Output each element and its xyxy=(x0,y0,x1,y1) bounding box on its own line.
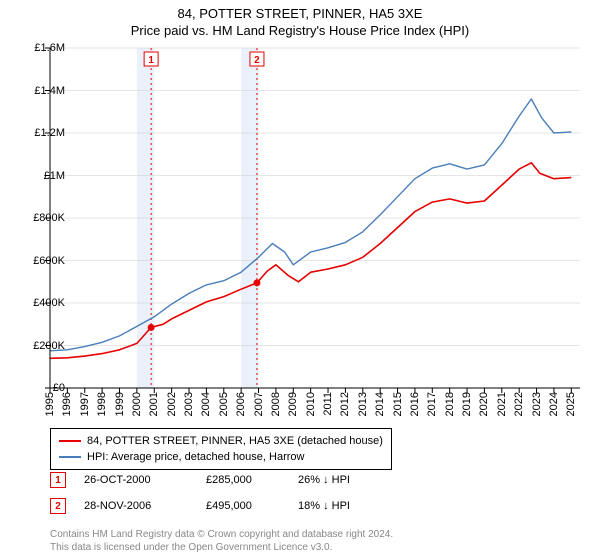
x-tick-label: 2022 xyxy=(513,392,525,416)
footer-line-1: Contains HM Land Registry data © Crown c… xyxy=(50,528,393,541)
transaction-hpi: 18% ↓ HPI xyxy=(298,500,350,512)
legend-label: HPI: Average price, detached house, Harr… xyxy=(87,449,304,465)
chart-legend: 84, POTTER STREET, PINNER, HA5 3XE (deta… xyxy=(50,428,392,470)
y-tick-label: £1.6M xyxy=(34,42,65,54)
x-tick-label: 1998 xyxy=(96,392,108,416)
legend-swatch xyxy=(59,440,81,442)
svg-text:2: 2 xyxy=(254,55,260,66)
y-tick-label: £600K xyxy=(33,255,65,267)
transaction-row-1: 1 26-OCT-2000 £285,000 26% ↓ HPI xyxy=(50,472,350,488)
price-chart: 12 xyxy=(0,0,600,400)
x-tick-label: 1999 xyxy=(114,392,126,416)
x-tick-label: 2018 xyxy=(444,392,456,416)
x-tick-label: 2024 xyxy=(548,392,560,416)
transaction-price: £495,000 xyxy=(206,500,280,512)
y-tick-label: £1M xyxy=(44,170,65,182)
x-tick-label: 2019 xyxy=(461,392,473,416)
x-tick-label: 2015 xyxy=(392,392,404,416)
legend-item-hpi: HPI: Average price, detached house, Harr… xyxy=(59,449,383,465)
y-tick-label: £400K xyxy=(33,297,65,309)
x-tick-label: 2013 xyxy=(357,392,369,416)
x-tick-label: 2001 xyxy=(148,392,160,416)
x-tick-label: 1995 xyxy=(44,392,56,416)
x-tick-label: 2020 xyxy=(478,392,490,416)
x-tick-label: 2004 xyxy=(200,392,212,416)
transaction-hpi: 26% ↓ HPI xyxy=(298,474,350,486)
x-tick-label: 2010 xyxy=(305,392,317,416)
transaction-row-2: 2 28-NOV-2006 £495,000 18% ↓ HPI xyxy=(50,498,350,514)
y-tick-label: £1.2M xyxy=(34,127,65,139)
transaction-marker-1: 1 xyxy=(50,472,66,488)
x-tick-label: 2009 xyxy=(287,392,299,416)
attribution-footer: Contains HM Land Registry data © Crown c… xyxy=(50,528,393,554)
x-tick-label: 2002 xyxy=(166,392,178,416)
x-tick-label: 2017 xyxy=(426,392,438,416)
x-tick-label: 1996 xyxy=(61,392,73,416)
x-tick-label: 2021 xyxy=(496,392,508,416)
x-tick-label: 2011 xyxy=(322,392,334,416)
x-tick-label: 2005 xyxy=(218,392,230,416)
transaction-date: 28-NOV-2006 xyxy=(84,500,188,512)
x-tick-label: 2008 xyxy=(270,392,282,416)
x-tick-label: 2000 xyxy=(131,392,143,416)
legend-swatch xyxy=(59,456,81,458)
x-tick-label: 1997 xyxy=(79,392,91,416)
y-tick-label: £1.4M xyxy=(34,85,65,97)
x-tick-label: 2014 xyxy=(374,392,386,416)
transaction-price: £285,000 xyxy=(206,474,280,486)
transaction-marker-2: 2 xyxy=(50,498,66,514)
x-tick-label: 2006 xyxy=(235,392,247,416)
y-tick-label: £800K xyxy=(33,212,65,224)
legend-item-property: 84, POTTER STREET, PINNER, HA5 3XE (deta… xyxy=(59,433,383,449)
x-tick-label: 2023 xyxy=(531,392,543,416)
x-tick-label: 2012 xyxy=(339,392,351,416)
legend-label: 84, POTTER STREET, PINNER, HA5 3XE (deta… xyxy=(87,433,383,449)
x-tick-label: 2016 xyxy=(409,392,421,416)
footer-line-2: This data is licensed under the Open Gov… xyxy=(50,541,393,554)
transaction-date: 26-OCT-2000 xyxy=(84,474,188,486)
y-tick-label: £200K xyxy=(33,340,65,352)
x-tick-label: 2003 xyxy=(183,392,195,416)
x-tick-label: 2007 xyxy=(253,392,265,416)
svg-text:1: 1 xyxy=(148,55,154,66)
x-tick-label: 2025 xyxy=(565,392,577,416)
